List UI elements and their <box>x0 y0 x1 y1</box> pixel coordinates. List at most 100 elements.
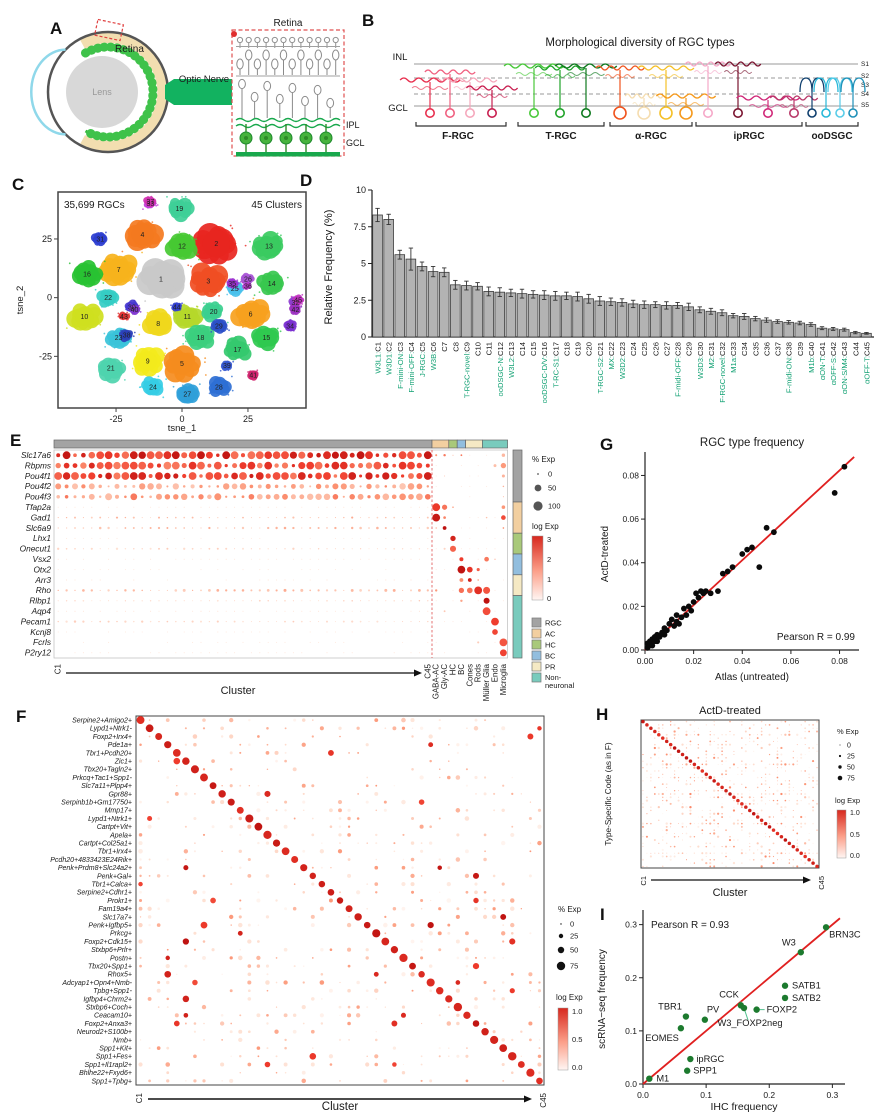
svg-text:13: 13 <box>265 244 273 251</box>
svg-text:Cones: Cones <box>465 664 474 687</box>
svg-text:log Exp: log Exp <box>835 796 860 805</box>
svg-text:Atlas (untreated): Atlas (untreated) <box>715 672 789 683</box>
svg-text:23: 23 <box>115 335 123 342</box>
svg-text:neuronal: neuronal <box>545 681 575 690</box>
svg-text:αON-S/M4:C43: αON-S/M4:C43 <box>840 342 849 394</box>
svg-text:T-RGC-S2:C21: T-RGC-S2:C21 <box>596 342 605 394</box>
svg-text:C19: C19 <box>574 342 583 356</box>
svg-text:TBR1: TBR1 <box>658 1002 682 1012</box>
svg-text:Serpinb1b+Gm17750+: Serpinb1b+Gm17750+ <box>61 800 132 807</box>
svg-text:W3B:C6: W3B:C6 <box>429 342 438 370</box>
svg-text:Neurod2+S100b+: Neurod2+S100b+ <box>77 1029 132 1036</box>
svg-text:C45: C45 <box>817 876 826 890</box>
svg-text:Type-Specific Code (as in F): Type-Specific Code (as in F) <box>604 742 613 846</box>
svg-text:Endo: Endo <box>491 663 500 682</box>
svg-text:Foxp2+Cdk15+: Foxp2+Cdk15+ <box>84 939 132 946</box>
svg-text:W3D2:C23: W3D2:C23 <box>618 342 627 379</box>
svg-text:25: 25 <box>243 414 253 424</box>
svg-text:Microglia: Microglia <box>499 663 508 695</box>
svg-text:10: 10 <box>80 314 88 321</box>
svg-text:Penk+Prdm8+Slc24a2+: Penk+Prdm8+Slc24a2+ <box>58 865 132 872</box>
svg-text:0.00: 0.00 <box>622 645 639 655</box>
svg-text:0.02: 0.02 <box>685 656 702 666</box>
svg-text:0.08: 0.08 <box>622 470 639 480</box>
svg-text:1: 1 <box>547 575 551 584</box>
svg-text:Arr3: Arr3 <box>34 575 51 585</box>
svg-text:Penk+Gal+: Penk+Gal+ <box>97 873 132 880</box>
svg-text:Apela+: Apela+ <box>109 832 132 839</box>
svg-text:scRNA−seq frequency: scRNA−seq frequency <box>597 949 608 1049</box>
svg-text:T-RC-S1:C17: T-RC-S1:C17 <box>551 342 560 388</box>
svg-text:4: 4 <box>140 232 144 239</box>
svg-text:Tbr1+Calca+: Tbr1+Calca+ <box>92 882 132 889</box>
svg-text:0.0: 0.0 <box>637 1090 649 1100</box>
svg-text:Prkcq+Tac1+Spp1-: Prkcq+Tac1+Spp1- <box>72 775 132 782</box>
svg-text:F-midi-ON:C38: F-midi-ON:C38 <box>785 342 794 393</box>
svg-text:log Exp: log Exp <box>556 993 583 1002</box>
svg-text:0: 0 <box>570 920 574 929</box>
svg-text:0.2: 0.2 <box>625 973 637 983</box>
svg-text:Fam19a4+: Fam19a4+ <box>98 906 132 913</box>
svg-text:0.06: 0.06 <box>783 656 800 666</box>
svg-text:0: 0 <box>547 594 551 603</box>
svg-text:C8: C8 <box>451 342 460 352</box>
svg-text:5: 5 <box>361 259 366 269</box>
svg-text:Ceacam10+: Ceacam10+ <box>94 1013 132 1020</box>
svg-text:αON-T:C41: αON-T:C41 <box>818 342 827 380</box>
svg-text:50: 50 <box>847 765 855 772</box>
svg-text:6: 6 <box>249 312 253 319</box>
svg-text:0.0: 0.0 <box>850 853 860 860</box>
panel-h-actd-dotplot: ActD-treated Type-Specific Code (as in F)… <box>604 705 860 899</box>
svg-text:Tbr1+Pcdh20+: Tbr1+Pcdh20+ <box>86 750 132 757</box>
svg-text:Pcdh20+4833423E24Rik+: Pcdh20+4833423E24Rik+ <box>50 857 132 864</box>
svg-text:MX:C22: MX:C22 <box>607 342 616 369</box>
svg-text:Cartpt+Vit+: Cartpt+Vit+ <box>97 824 132 831</box>
svg-text:28: 28 <box>215 384 223 391</box>
svg-text:Fcrls: Fcrls <box>33 637 51 647</box>
svg-text:41: 41 <box>249 373 257 380</box>
svg-text:Igfbp4+Chrm2+: Igfbp4+Chrm2+ <box>83 996 132 1003</box>
svg-text:9: 9 <box>146 359 150 366</box>
svg-text:Slc17a7+: Slc17a7+ <box>103 914 132 921</box>
svg-text:40: 40 <box>131 307 139 314</box>
svg-text:35: 35 <box>228 281 236 288</box>
svg-text:29: 29 <box>215 323 223 330</box>
svg-text:Mmp17+: Mmp17+ <box>105 808 132 815</box>
svg-text:Gly-AC: Gly-AC <box>440 664 449 689</box>
svg-text:Rlbp1: Rlbp1 <box>29 596 51 606</box>
svg-text:Cluster: Cluster <box>221 685 256 697</box>
svg-text:C15: C15 <box>529 342 538 356</box>
svg-text:-25: -25 <box>39 351 52 361</box>
svg-text:Rhox5+: Rhox5+ <box>108 972 132 979</box>
svg-text:FOXP2: FOXP2 <box>767 1005 797 1015</box>
svg-text:Prkcg+: Prkcg+ <box>110 931 132 938</box>
svg-text:C18: C18 <box>562 342 571 356</box>
svg-text:Cluster: Cluster <box>713 887 748 899</box>
svg-text:ipRGC: ipRGC <box>696 1054 724 1064</box>
svg-text:1: 1 <box>159 276 163 283</box>
svg-text:C44: C44 <box>851 342 860 356</box>
svg-text:W3D1:C2: W3D1:C2 <box>385 342 394 375</box>
svg-text:Prokr1+: Prokr1+ <box>107 898 132 905</box>
svg-text:0: 0 <box>361 332 366 342</box>
svg-text:39: 39 <box>223 363 231 370</box>
svg-text:Onecut1: Onecut1 <box>20 544 51 554</box>
svg-text:Pecam1: Pecam1 <box>21 616 51 626</box>
svg-text:Serpine2+Cdhr1+: Serpine2+Cdhr1+ <box>77 890 132 897</box>
svg-text:0: 0 <box>847 743 851 750</box>
svg-text:GABA-AC: GABA-AC <box>432 664 441 699</box>
svg-text:31: 31 <box>96 236 104 243</box>
svg-text:C1: C1 <box>639 876 648 886</box>
svg-text:Aqp4: Aqp4 <box>31 606 52 616</box>
svg-text:50: 50 <box>548 484 556 493</box>
svg-text:SATB2: SATB2 <box>792 993 821 1003</box>
svg-text:-25: -25 <box>110 414 123 424</box>
svg-text:50: 50 <box>570 946 578 955</box>
svg-text:12: 12 <box>178 244 186 251</box>
svg-text:0.3: 0.3 <box>826 1090 838 1100</box>
svg-text:C14: C14 <box>518 342 527 356</box>
svg-text:5: 5 <box>180 361 184 368</box>
svg-text:Pou4f3: Pou4f3 <box>25 492 52 502</box>
svg-text:3: 3 <box>206 279 210 286</box>
